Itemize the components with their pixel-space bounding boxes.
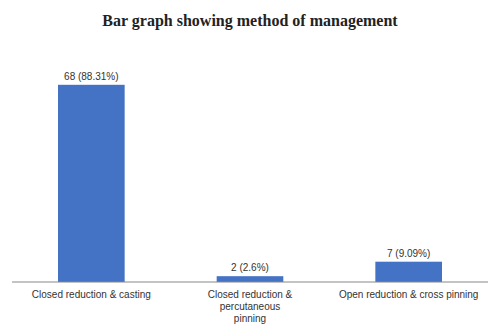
bar (58, 85, 125, 282)
x-tick-label-line: percutaneous (220, 301, 281, 312)
x-axis-line (12, 282, 488, 283)
x-tick-label-line: Closed reduction & casting (32, 289, 151, 300)
bar (375, 262, 442, 282)
data-label: 2 (2.6%) (231, 262, 269, 273)
chart: Bar graph showing method of management 68… (0, 0, 500, 334)
data-label: 7 (9.09%) (387, 248, 430, 259)
x-tick-label: Closed reduction & casting (32, 289, 151, 300)
x-tick-label: Closed reduction &percutaneouspinning (208, 289, 293, 324)
x-tick-label-line: Closed reduction & (208, 289, 293, 300)
bars (58, 85, 442, 282)
bar (217, 276, 284, 282)
x-tick-label: Open reduction & cross pinning (339, 289, 479, 300)
x-tick-label-line: Open reduction & cross pinning (339, 289, 479, 300)
title: Bar graph showing method of management (102, 12, 398, 30)
data-label: 68 (88.31%) (64, 71, 118, 82)
x-tick-label-line: pinning (234, 313, 266, 324)
